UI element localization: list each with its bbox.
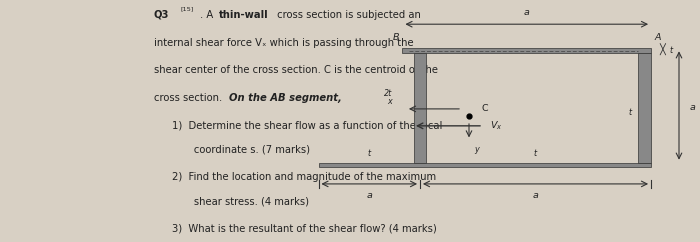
Text: internal shear force Vₓ which is passing through the: internal shear force Vₓ which is passing… bbox=[154, 38, 414, 47]
Bar bbox=[318, 163, 651, 167]
Bar bbox=[638, 53, 651, 163]
Text: Q3: Q3 bbox=[154, 10, 169, 20]
Text: shear stress. (4 marks): shear stress. (4 marks) bbox=[172, 196, 309, 206]
Text: A: A bbox=[654, 33, 661, 42]
Text: [15]: [15] bbox=[181, 7, 194, 12]
Text: On the AB segment,: On the AB segment, bbox=[229, 93, 342, 103]
Text: a: a bbox=[690, 103, 695, 112]
Text: a: a bbox=[533, 191, 538, 200]
Text: x: x bbox=[387, 98, 392, 106]
Text: 2t: 2t bbox=[384, 89, 392, 98]
Text: coordinate s. (7 marks): coordinate s. (7 marks) bbox=[172, 145, 309, 155]
Text: cross section.: cross section. bbox=[154, 93, 223, 103]
Text: cross section is subjected an: cross section is subjected an bbox=[274, 10, 421, 20]
Text: B: B bbox=[393, 33, 399, 42]
Text: a: a bbox=[524, 8, 530, 17]
Text: 2)  Find the location and magnitude of the maximum: 2) Find the location and magnitude of th… bbox=[172, 173, 435, 182]
Text: 1)  Determine the shear flow as a function of the local: 1) Determine the shear flow as a functio… bbox=[172, 121, 442, 131]
Text: t: t bbox=[368, 149, 371, 158]
Text: a: a bbox=[366, 191, 372, 200]
Text: y: y bbox=[475, 145, 480, 154]
Text: $V_x$: $V_x$ bbox=[490, 120, 503, 132]
Text: shear center of the cross section. C is the centroid of the: shear center of the cross section. C is … bbox=[154, 65, 438, 75]
Text: t: t bbox=[534, 149, 537, 158]
Text: thin-wall: thin-wall bbox=[219, 10, 269, 20]
Text: t: t bbox=[629, 108, 632, 117]
Text: t: t bbox=[670, 46, 673, 55]
Text: . A: . A bbox=[199, 10, 216, 20]
Bar bbox=[414, 53, 426, 163]
Bar bbox=[402, 48, 651, 53]
Text: 3)  What is the resultant of the shear flow? (4 marks): 3) What is the resultant of the shear fl… bbox=[172, 224, 436, 234]
Text: C: C bbox=[482, 104, 488, 113]
